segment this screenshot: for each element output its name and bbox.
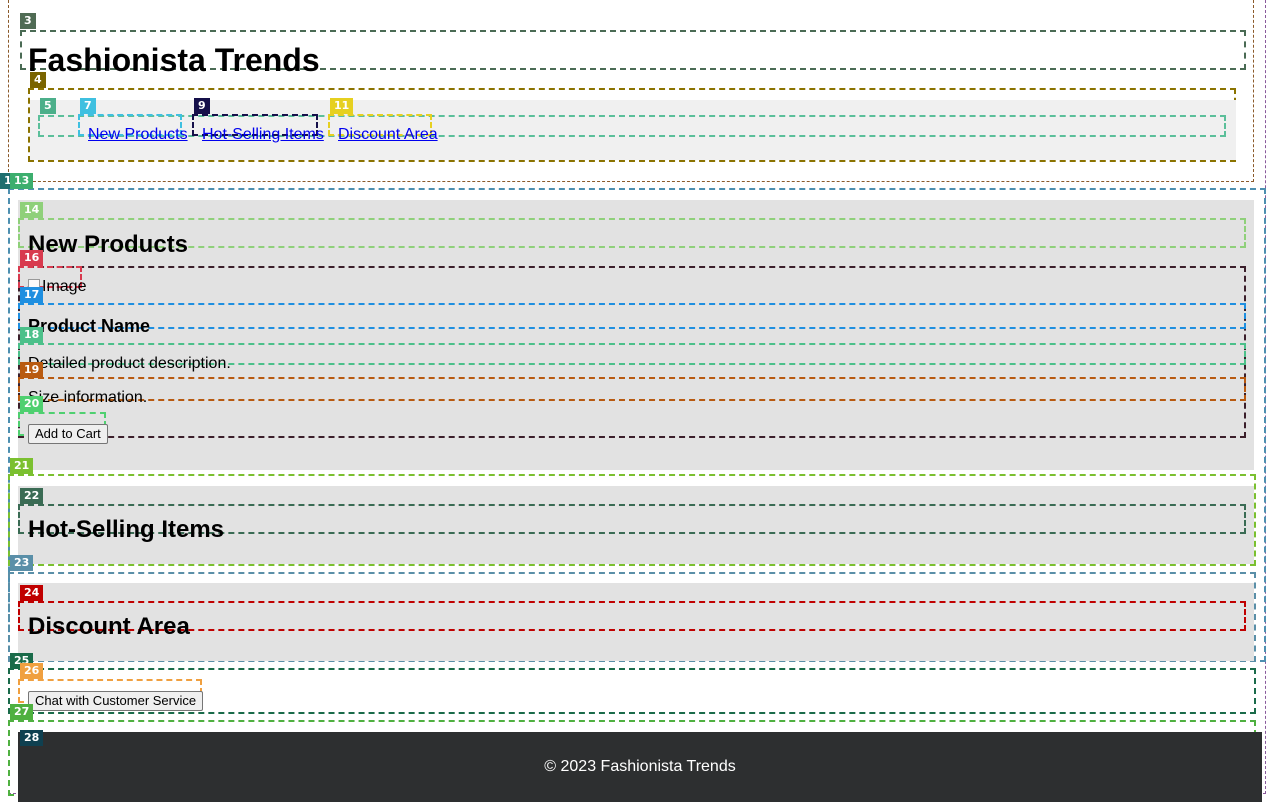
overlay-tag: 17 — [20, 287, 44, 303]
product-name: Product Name — [28, 316, 151, 336]
product-description: Detailed product description. — [28, 355, 231, 372]
site-title-outline — [20, 30, 1246, 70]
overlay-tag: 20 — [20, 396, 44, 412]
overlay-tag: 23 — [10, 555, 34, 571]
overlay-tag: 24 — [20, 585, 44, 601]
nav-link-new-products[interactable]: New Products — [88, 126, 188, 143]
overlay-tag: 4 — [30, 72, 46, 88]
site-title: Fashionista Trends — [28, 42, 320, 78]
overlay-tag: 14 — [20, 202, 44, 218]
overlay-tag: 18 — [20, 327, 44, 343]
overlay-tag: 16 — [20, 250, 44, 266]
product-size: Size information. — [28, 389, 148, 406]
overlay-tag: 3 — [20, 13, 36, 29]
product-image-alt: Image — [42, 278, 87, 295]
new-products-heading-outline — [18, 218, 1246, 248]
nav-link-discount[interactable]: Discount Area — [338, 126, 438, 143]
hot-selling-heading: Hot-Selling Items — [28, 516, 225, 543]
section-new-products — [18, 200, 1254, 470]
overlay-tag: 27 — [10, 704, 34, 720]
overlay-tag: 7 — [80, 98, 96, 114]
overlay-tag: 5 — [40, 98, 56, 114]
footer-copyright: © 2023 Fashionista Trends — [544, 758, 736, 775]
nav-link-hot-selling[interactable]: Hot-Selling Items — [202, 126, 324, 143]
section-hot-selling — [18, 486, 1254, 564]
section-discount — [18, 583, 1254, 661]
overlay-tag: 21 — [10, 458, 34, 474]
nav-item-new-products — [78, 114, 182, 136]
chat-customer-service-button[interactable]: Chat with Customer Service — [28, 691, 204, 711]
discount-heading-outline — [18, 601, 1246, 631]
discount-heading: Discount Area — [28, 613, 190, 640]
overlay-tag: 22 — [20, 488, 44, 504]
overlay-tag: 28 — [20, 730, 44, 746]
site-footer — [18, 732, 1262, 802]
nav-bar — [30, 100, 1236, 160]
new-products-heading: New Products — [28, 231, 189, 258]
overlay-tag: 13 — [10, 173, 34, 189]
overlay-tag: 19 — [20, 362, 44, 378]
product-card — [18, 266, 1246, 438]
add-to-cart-button[interactable]: Add to Cart — [28, 424, 108, 444]
hot-selling-heading-outline — [18, 504, 1246, 534]
nav-list — [38, 115, 1226, 137]
overlay-tag: 9 — [194, 98, 210, 114]
nav-item-discount — [328, 114, 432, 136]
nav-item-hot-selling — [192, 114, 318, 136]
overlay-tag: 11 — [330, 98, 354, 114]
overlay-tag: 26 — [20, 663, 44, 679]
